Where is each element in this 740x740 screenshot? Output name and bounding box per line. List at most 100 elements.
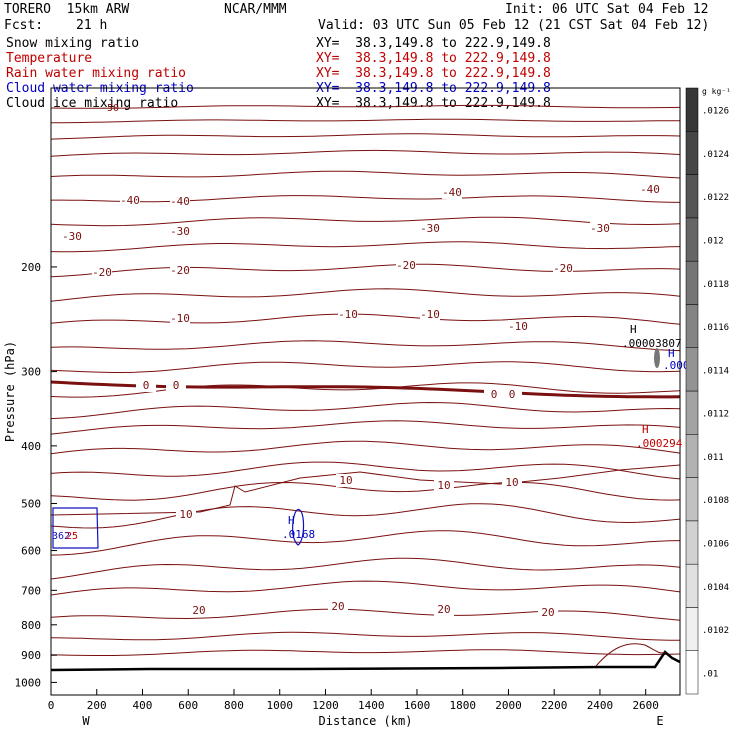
temperature-contour-label: 0	[173, 379, 180, 392]
colorbar-cell	[685, 477, 699, 522]
temperature-contour-label: -20	[92, 266, 112, 279]
theta-contour	[50, 288, 681, 302]
field-xy: XY= 38.3,149.8 to 222.9,149.8	[316, 81, 551, 96]
colorbar-label: .0112	[702, 410, 729, 420]
colorbar-cell	[685, 607, 699, 651]
temperature-contour-label: 20	[192, 604, 205, 617]
maximum-symbol: H	[668, 347, 675, 360]
colorbar-label: .0102	[702, 626, 729, 636]
cloud-water-contour	[52, 507, 99, 549]
theta-contour	[50, 170, 681, 179]
contour-label-bg	[328, 600, 348, 613]
maximum-value: .000	[663, 359, 690, 372]
x-tick-label: 1400	[358, 699, 385, 712]
theta-contour	[50, 481, 681, 501]
contour-label-bg	[538, 606, 558, 619]
colorbar-cell	[685, 347, 699, 392]
contour-label-bg	[92, 266, 112, 279]
theta-contour	[50, 216, 681, 227]
maximum-value: .0168	[282, 528, 315, 541]
theta-contour	[50, 461, 681, 480]
contour-label-bg	[420, 308, 440, 321]
temperature-contour-label: -40	[640, 183, 660, 196]
x-tick-label: 2200	[541, 699, 568, 712]
contour-label-bg	[170, 264, 190, 277]
cloud-water-contour	[292, 509, 305, 546]
temperature-contour-label: -20	[553, 262, 573, 275]
x-tick-label: 400	[133, 699, 153, 712]
colorbar-cell	[685, 217, 699, 262]
colorbar-label: .0114	[702, 366, 729, 376]
temperature-contour-label: -20	[396, 259, 416, 272]
colorbar-cell	[685, 390, 699, 435]
theta-contour	[50, 530, 681, 556]
colorbar-cell	[685, 650, 699, 695]
theta-contour	[50, 401, 681, 420]
temperature-contour-label: -30	[170, 225, 190, 238]
colorbar-label: .011	[702, 453, 724, 463]
y-tick-label: 400	[21, 440, 41, 453]
theta-contour	[595, 643, 666, 667]
colorbar-cell	[685, 304, 699, 348]
contour-label-bg	[166, 379, 186, 392]
colorbar-label: .012	[702, 237, 724, 247]
temperature-contour-label: -30	[590, 222, 610, 235]
contour-label-bg	[170, 225, 190, 238]
theta-contour	[50, 649, 681, 656]
temperature-contour-label: -10	[420, 308, 440, 321]
contour-label-bg	[120, 194, 140, 207]
colorbar-cell	[685, 434, 699, 478]
field-xy: XY= 38.3,149.8 to 222.9,149.8	[316, 51, 551, 66]
theta-contour	[50, 420, 681, 435]
field-xy: XY= 38.3,149.8 to 222.9,149.8	[316, 36, 551, 51]
contour-label-bg	[502, 388, 522, 401]
colorbar-cell	[685, 174, 699, 219]
temperature-contour-label: -10	[338, 308, 358, 321]
colorbar-label: .0106	[702, 540, 729, 550]
y-axis-label: Pressure (hPa)	[3, 341, 17, 442]
colorbar-label: .0108	[702, 496, 729, 506]
maximum-value: .000294	[636, 437, 683, 450]
theta-contour	[50, 503, 681, 529]
colorbar-label: .0118	[702, 280, 729, 290]
contour-label-bg	[396, 259, 416, 272]
field-name: Rain water mixing ratio	[6, 66, 187, 81]
forecast-label: Fcst:	[4, 18, 44, 33]
temperature-contour-label: 20	[541, 606, 554, 619]
temperature-contour-label: -40	[120, 194, 140, 207]
shaded-blob	[654, 348, 660, 368]
colorbar-label: .0126	[702, 107, 729, 117]
theta-contour	[50, 557, 681, 580]
theta-contour	[50, 631, 681, 641]
edge-label: 25	[66, 531, 78, 542]
contour-label-bg	[189, 604, 209, 617]
contour-label-bg	[170, 312, 190, 325]
theta-contour	[51, 195, 681, 203]
x-tick-label: 600	[178, 699, 198, 712]
contour-label-bg	[136, 379, 156, 392]
contour-label-bg	[62, 230, 82, 243]
west-label: W	[82, 714, 90, 728]
theta-contour	[50, 440, 681, 455]
theta-contour	[50, 263, 681, 278]
field-xy: XY= 38.3,149.8 to 222.9,149.8	[316, 96, 551, 111]
init-time: Init: 06 UTC Sat 04 Feb 12	[505, 2, 709, 17]
zero-isotherm	[50, 380, 681, 399]
colorbar-label: .0104	[702, 583, 729, 593]
y-tick-label: 500	[21, 497, 41, 510]
temperature-contour-label: -40	[170, 195, 190, 208]
valid-time: Valid: 03 UTC Sun 05 Feb 12 (21 CST Sat …	[318, 18, 710, 33]
maximum-value: .00003807	[622, 337, 682, 350]
temperature-contour-label: -40	[442, 186, 462, 199]
temperature-contour-label: 20	[437, 603, 450, 616]
colorbar-label: .0124	[702, 150, 729, 160]
contour-label-bg	[170, 195, 190, 208]
y-tick-label: 600	[21, 545, 41, 558]
colorbar-units: g kg⁻¹	[702, 87, 731, 96]
x-tick-label: 1800	[449, 699, 476, 712]
colorbar-label: .0116	[702, 323, 729, 333]
terrain-line	[50, 650, 681, 672]
theta-contour	[50, 241, 681, 253]
x-tick-label: 2400	[587, 699, 614, 712]
field-xy: XY= 38.3,149.8 to 222.9,149.8	[316, 66, 551, 81]
